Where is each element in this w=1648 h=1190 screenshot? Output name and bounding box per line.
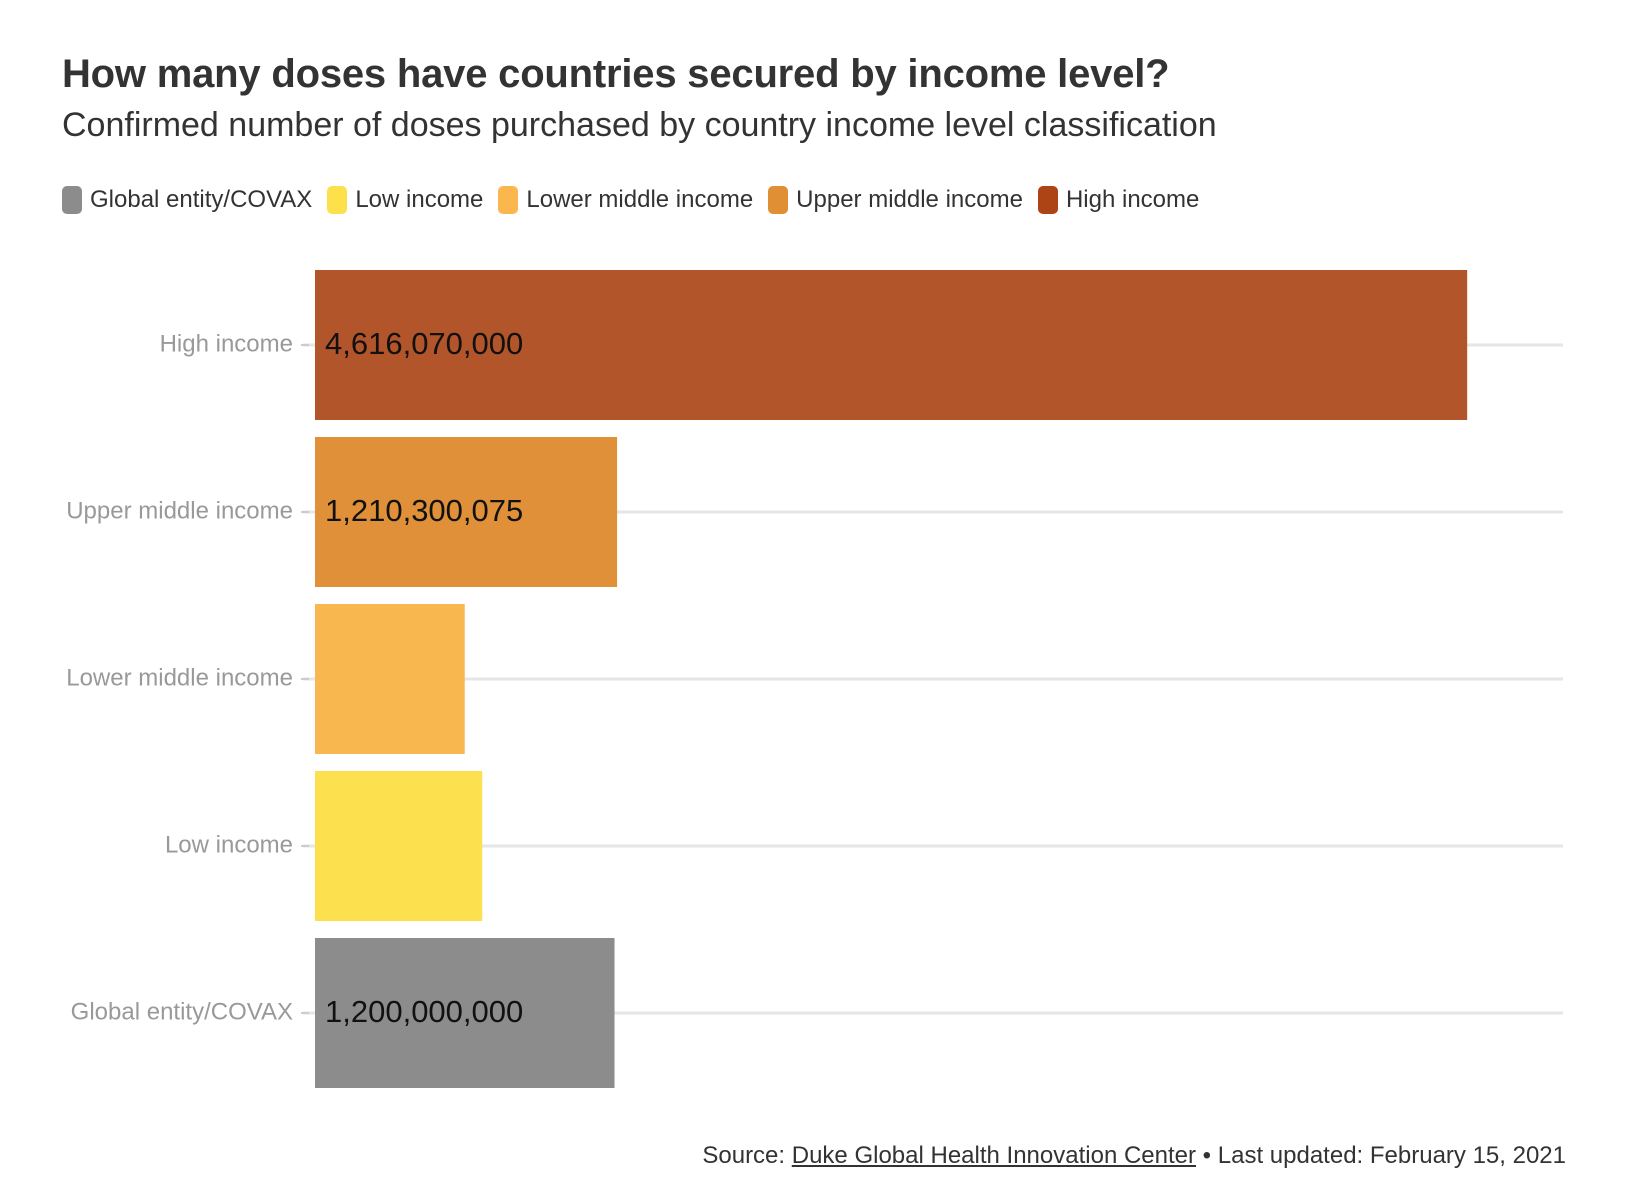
category-label: Upper middle income <box>66 497 293 524</box>
legend-label: High income <box>1065 186 1200 213</box>
legend-item-low-income[interactable]: Low income <box>327 186 483 214</box>
bar[interactable] <box>315 771 483 921</box>
chart-title: How many doses have countries secured by… <box>62 52 1170 96</box>
chart-subtitle: Confirmed number of doses purchased by c… <box>62 106 1217 144</box>
bar[interactable] <box>315 270 1468 420</box>
legend-item-upper-middle-income[interactable]: Upper middle income <box>768 186 1023 214</box>
legend-item-covax[interactable]: Global entity/COVAX <box>62 186 312 214</box>
chart-legend: Global entity/COVAX Low income Lower mid… <box>62 184 1214 216</box>
category-label: Global entity/COVAX <box>71 998 293 1025</box>
legend-swatch <box>1037 186 1058 214</box>
legend-swatch <box>768 186 789 214</box>
legend-item-lower-middle-income[interactable]: Lower middle income <box>498 186 753 214</box>
legend-swatch <box>327 186 348 214</box>
source-prefix: Source: <box>702 1142 792 1169</box>
legend-label: Global entity/COVAX <box>90 186 313 213</box>
legend-swatch <box>498 186 519 214</box>
category-label: Low income <box>165 831 293 858</box>
data-label: 1,200,000,000 <box>325 994 523 1029</box>
category-label: Lower middle income <box>66 664 293 691</box>
data-label: 1,210,300,075 <box>325 493 523 528</box>
legend-label: Upper middle income <box>796 186 1023 213</box>
legend-item-high-income[interactable]: High income <box>1037 186 1200 214</box>
source-link[interactable]: Duke Global Health Innovation Center <box>791 1142 1196 1169</box>
last-updated: Last updated: February 15, 2021 <box>1217 1142 1566 1169</box>
category-label: High income <box>160 330 293 357</box>
bar[interactable] <box>315 938 615 1088</box>
bar[interactable] <box>315 437 618 587</box>
bar[interactable] <box>315 604 465 754</box>
source-separator: • <box>1196 1142 1218 1169</box>
legend-label: Low income <box>355 186 484 213</box>
legend-label: Lower middle income <box>526 186 754 213</box>
data-label: 4,616,070,000 <box>325 326 523 361</box>
legend-swatch <box>62 186 82 214</box>
source-line: Source: Duke Global Health Innovation Ce… <box>702 1142 1566 1170</box>
